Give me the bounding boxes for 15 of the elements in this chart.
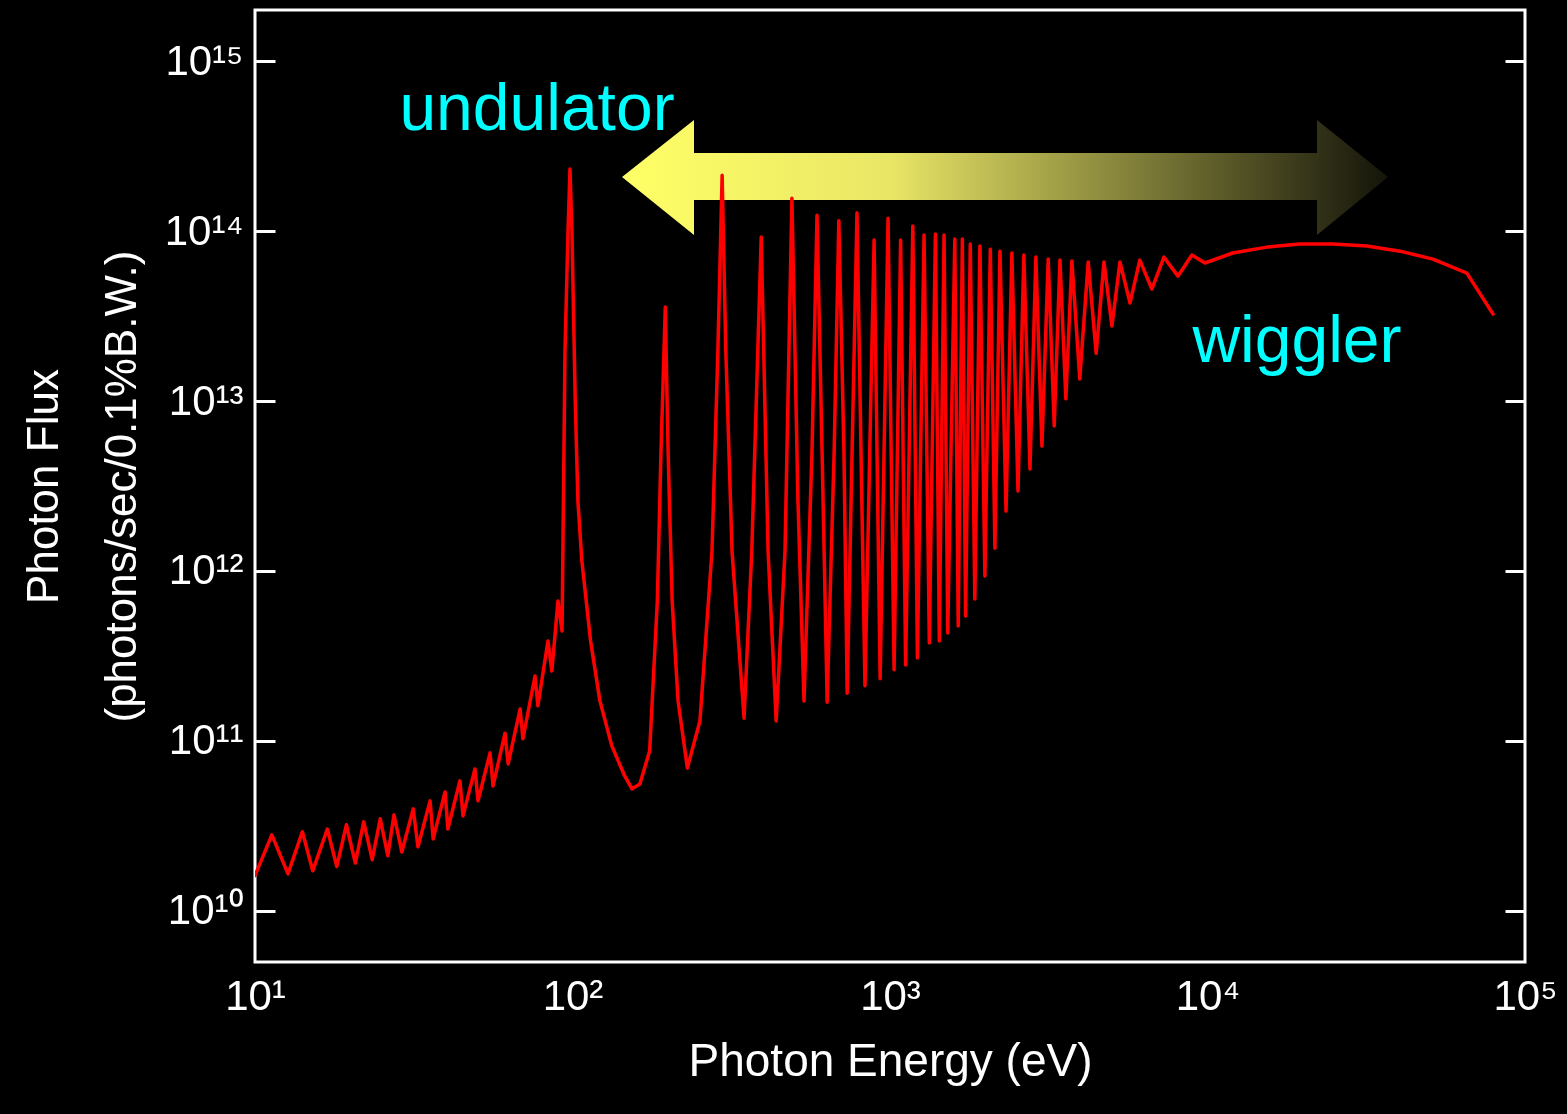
y-tick-label: 10¹³: [168, 376, 244, 424]
x-tick-label: 10⁵: [1493, 971, 1558, 1019]
y-tick-label: 10¹⁵: [165, 36, 244, 84]
annotation: wiggler: [1191, 302, 1402, 376]
y-tick-label: 10¹¹: [168, 716, 244, 764]
y-tick-label: 10¹²: [168, 546, 244, 594]
y-tick-label: 10¹⁴: [164, 206, 244, 254]
y-tick-label: 10¹⁰: [167, 886, 244, 934]
x-tick-label: 10⁴: [1175, 971, 1241, 1019]
x-tick-label: 10³: [860, 971, 921, 1019]
annotation: undulator: [399, 70, 675, 144]
x-tick-label: 10¹: [225, 971, 286, 1019]
x-tick-label: 10²: [542, 971, 604, 1019]
x-axis-title: Photon Energy (eV): [688, 1033, 1093, 1086]
y-axis-title: Photon Flux (photons/sec/0.1%B.W.): [17, 250, 145, 723]
